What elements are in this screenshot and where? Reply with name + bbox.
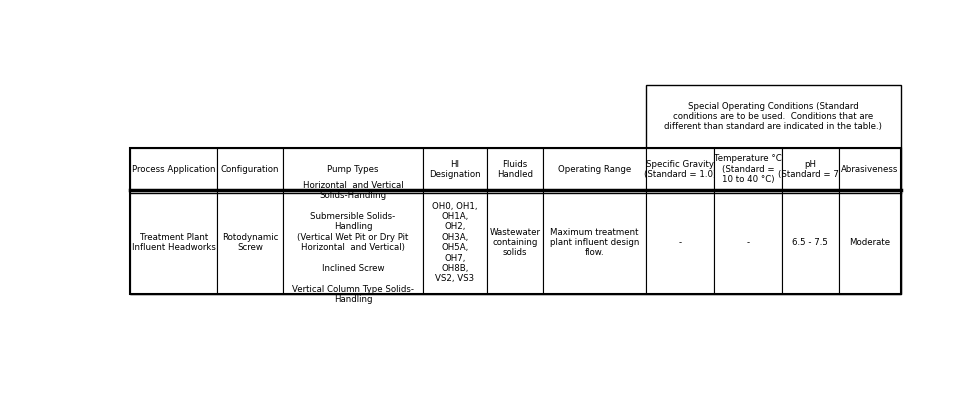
Text: Abrasiveness: Abrasiveness bbox=[841, 165, 899, 174]
Bar bbox=[543, 148, 646, 190]
Text: HI
Designation: HI Designation bbox=[429, 160, 481, 179]
Text: Wastewater
containing
solids: Wastewater containing solids bbox=[490, 228, 541, 257]
Text: Treatment Plant
Influent Headworks: Treatment Plant Influent Headworks bbox=[131, 233, 216, 252]
Text: -: - bbox=[747, 238, 750, 247]
Bar bbox=[130, 148, 901, 294]
Text: Maximum treatment
plant influent design
flow.: Maximum treatment plant influent design … bbox=[550, 228, 639, 257]
Bar bbox=[646, 190, 713, 294]
Text: -: - bbox=[678, 238, 681, 247]
Text: OH0, OH1,
OH1A,
OH2,
OH3A,
OH5A,
OH7,
OH8B,
VS2, VS3: OH0, OH1, OH1A, OH2, OH3A, OH5A, OH7, OH… bbox=[432, 202, 477, 283]
Bar bbox=[782, 148, 839, 190]
Bar bbox=[130, 190, 901, 294]
Bar bbox=[283, 148, 423, 190]
Bar bbox=[423, 148, 487, 190]
Bar bbox=[130, 190, 217, 294]
Text: Operating Range: Operating Range bbox=[558, 165, 631, 174]
Text: Process Application: Process Application bbox=[132, 165, 216, 174]
Bar bbox=[713, 190, 782, 294]
Bar bbox=[130, 148, 901, 190]
Text: Fluids
Handled: Fluids Handled bbox=[497, 160, 533, 179]
Text: Specific Gravity
(Standard = 1.0): Specific Gravity (Standard = 1.0) bbox=[644, 160, 715, 179]
Bar bbox=[487, 190, 543, 294]
Bar bbox=[217, 190, 283, 294]
Text: Horizontal  and Vertical
Solids-Handling

Submersible Solids-
Handling
(Vertical: Horizontal and Vertical Solids-Handling … bbox=[292, 181, 415, 304]
Bar bbox=[839, 148, 901, 190]
Bar bbox=[130, 148, 217, 190]
Text: 6.5 - 7.5: 6.5 - 7.5 bbox=[793, 238, 828, 247]
Bar bbox=[423, 190, 487, 294]
Text: Pump Types: Pump Types bbox=[327, 165, 379, 174]
Text: Moderate: Moderate bbox=[849, 238, 890, 247]
Bar bbox=[713, 148, 782, 190]
Bar bbox=[839, 190, 901, 294]
Bar bbox=[543, 190, 646, 294]
Text: Configuration: Configuration bbox=[220, 165, 279, 174]
Bar bbox=[283, 190, 423, 294]
Bar bbox=[646, 148, 713, 190]
Text: Temperature °C
(Standard =
10 to 40 °C): Temperature °C (Standard = 10 to 40 °C) bbox=[714, 154, 782, 184]
Text: pH
(Standard = 7): pH (Standard = 7) bbox=[778, 160, 843, 179]
Bar bbox=[217, 148, 283, 190]
Text: Special Operating Conditions (Standard
conditions are to be used.  Conditions th: Special Operating Conditions (Standard c… bbox=[664, 102, 882, 132]
Bar bbox=[646, 85, 901, 148]
Text: Rotodynamic
Screw: Rotodynamic Screw bbox=[221, 233, 278, 252]
Bar bbox=[782, 190, 839, 294]
Bar bbox=[487, 148, 543, 190]
